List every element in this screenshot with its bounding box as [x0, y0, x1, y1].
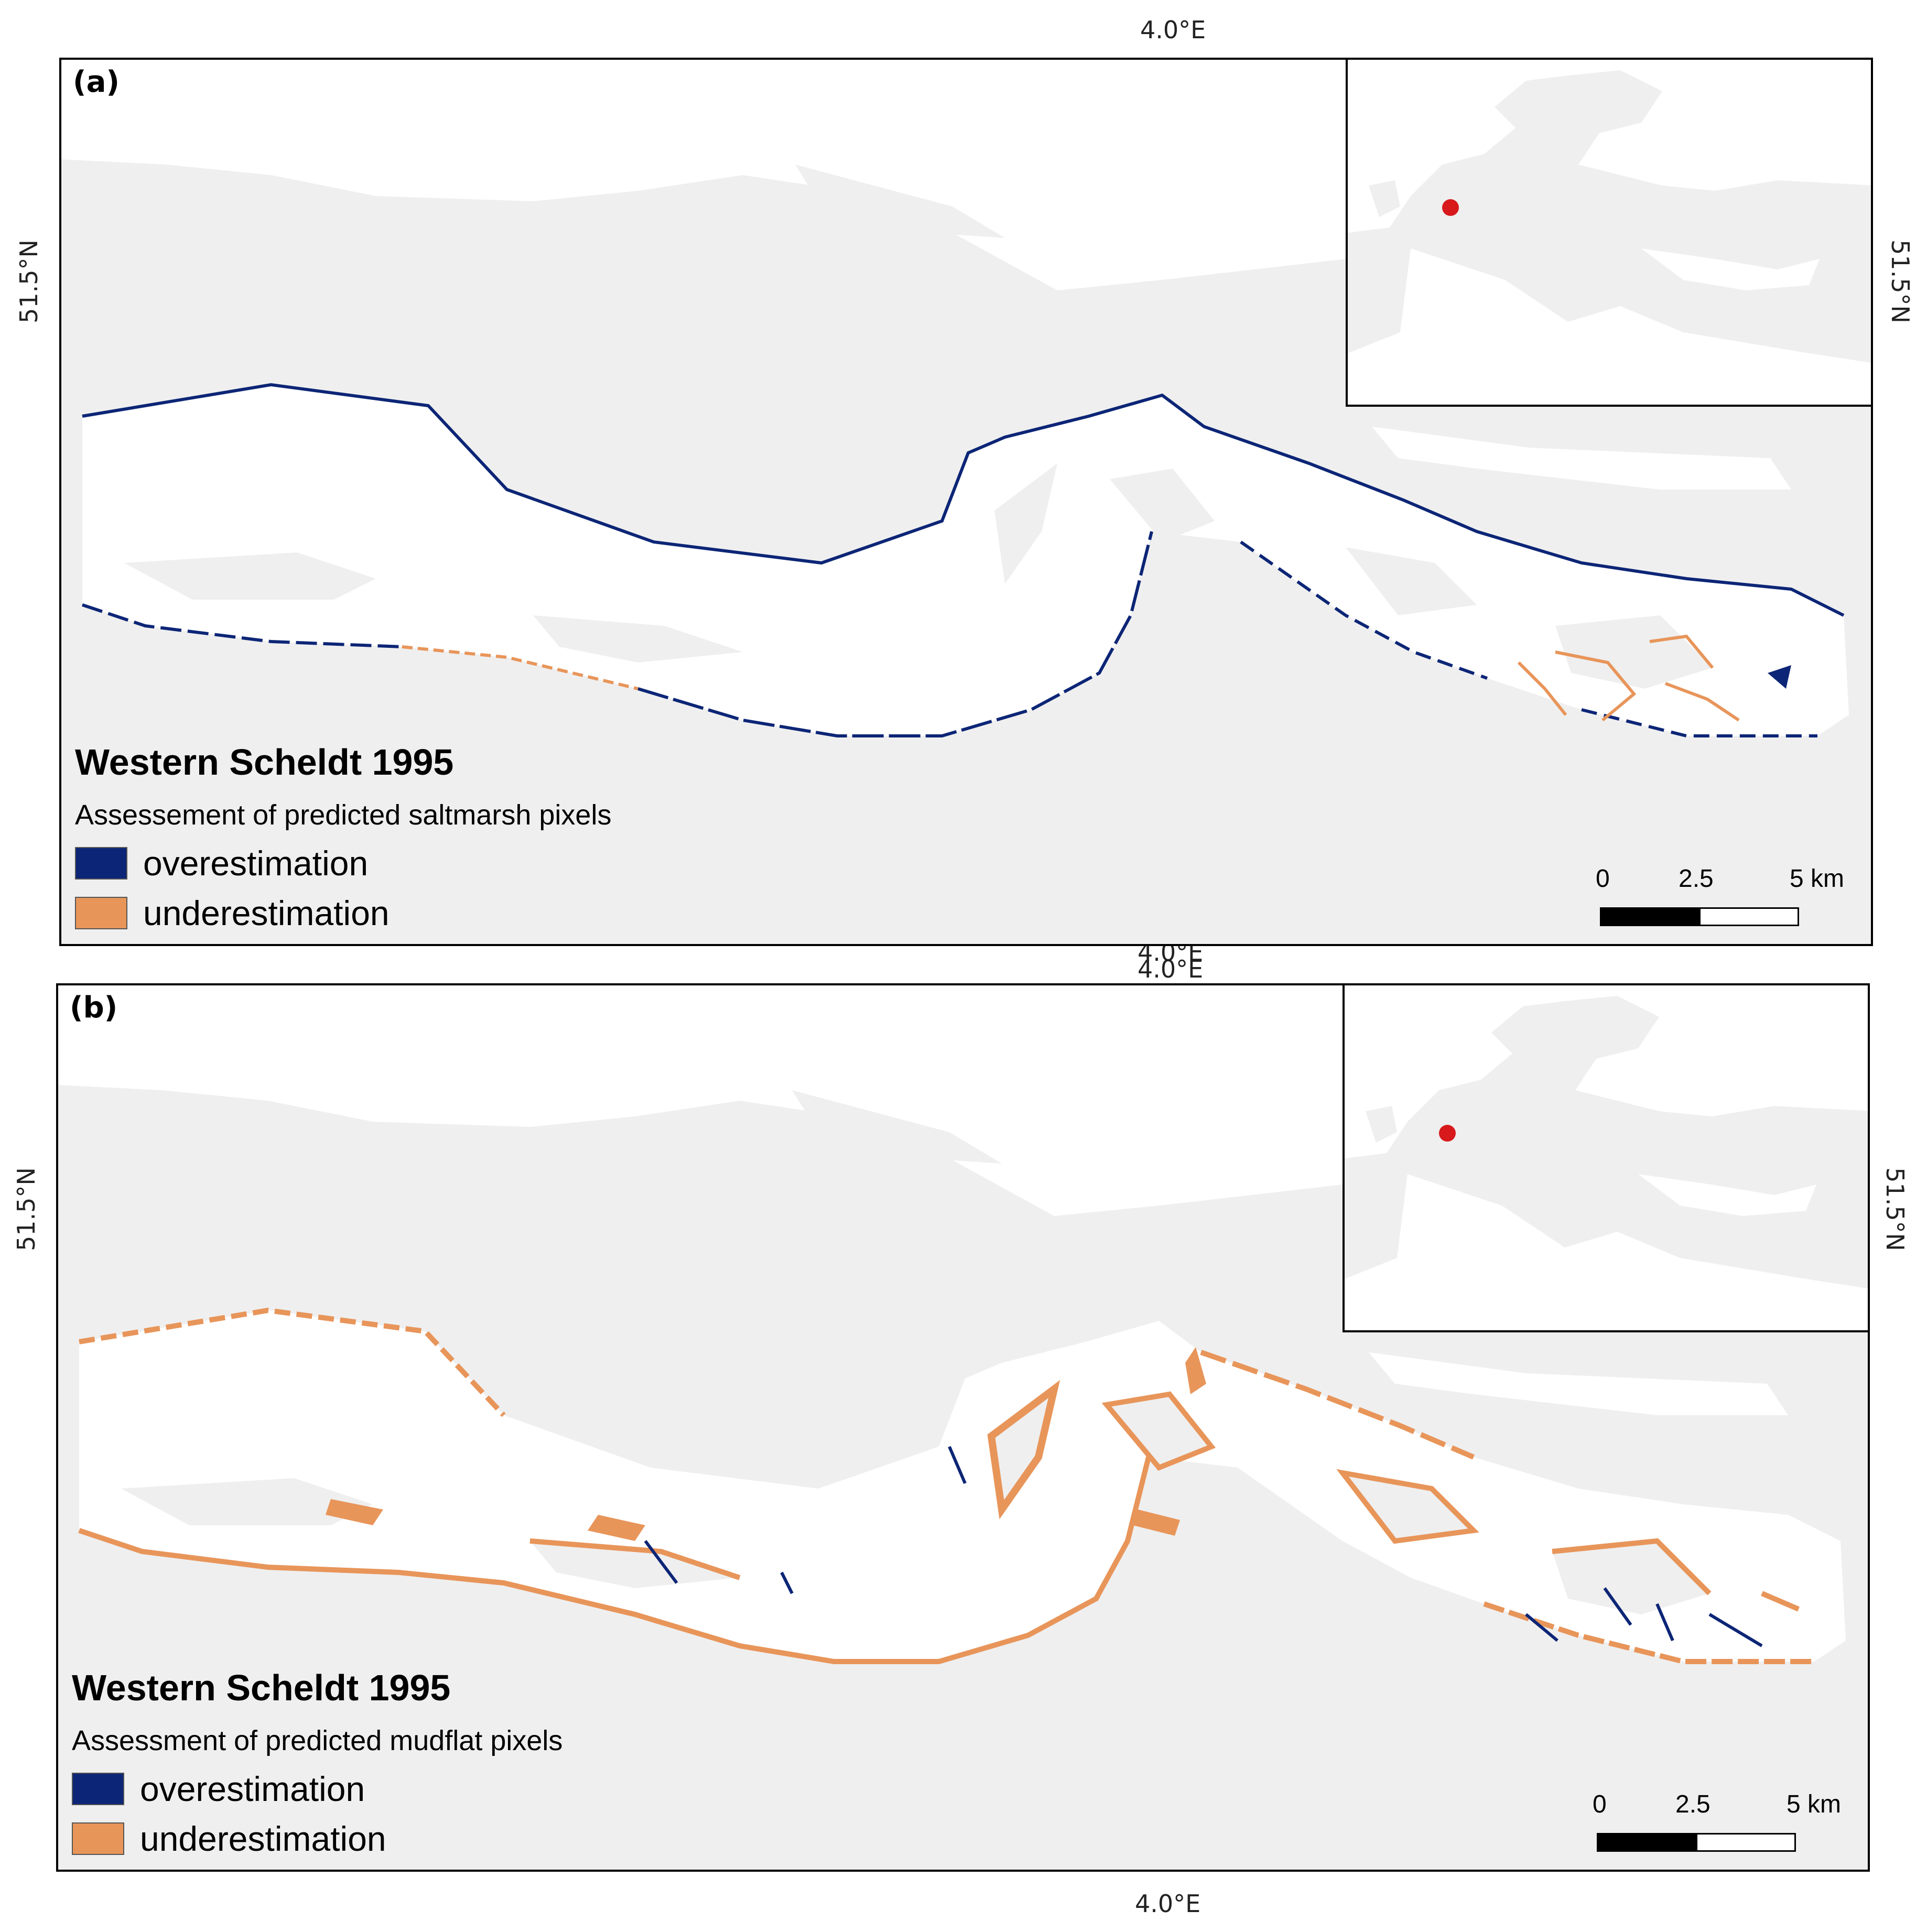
map-panel-a: (a) Western Scheldt 1995 Assessement of …	[59, 58, 1873, 946]
legend-title-b: Western Scheldt 1995	[72, 1667, 451, 1708]
top-lon-label-b: 4.0°E	[1138, 955, 1204, 983]
swatch-overestimation-a	[75, 847, 127, 880]
locator-inset-a	[1346, 60, 1871, 407]
scale-bar-white-a	[1699, 907, 1799, 926]
swatch-underestimation-b	[72, 1822, 124, 1855]
scale-tick-5km-a: 5 km	[1790, 865, 1845, 893]
legend-label-underestimation-a: underestimation	[143, 894, 389, 932]
panel-label-b: (b)	[70, 991, 118, 1025]
right-lat-label-b: 51.5°N	[1880, 1167, 1909, 1251]
top-lon-label-a: 4.0°E	[1140, 16, 1206, 44]
locator-inset-b	[1343, 985, 1868, 1332]
scale-tick-0-a: 0	[1596, 865, 1610, 893]
legend-subtitle-b: Assessment of predicted mudflat pixels	[72, 1725, 563, 1756]
legend-label-overestimation-b: overestimation	[140, 1770, 365, 1808]
scale-bar-b: 0 2.5 5 km	[1593, 1790, 1841, 1853]
panel-label-a: (a)	[73, 65, 120, 99]
legend-title-a: Western Scheldt 1995	[75, 742, 454, 783]
legend-item-overestimation-b: overestimation	[72, 1769, 365, 1809]
scale-bar-a: 0 2.5 5 km	[1596, 864, 1844, 927]
legend-subtitle-a: Assessement of predicted saltmarsh pixel…	[75, 799, 612, 831]
europe-locator-map-a	[1348, 60, 1871, 405]
legend-item-underestimation-a: underestimation	[75, 893, 389, 933]
scale-bar-black-b	[1597, 1833, 1697, 1852]
location-marker-a	[1442, 199, 1459, 216]
location-marker-b	[1439, 1125, 1456, 1142]
scale-bar-black-a	[1600, 907, 1701, 926]
right-lat-label-a: 51.5°N	[1886, 240, 1914, 323]
left-lat-label-b: 51.5°N	[12, 1167, 40, 1251]
swatch-underestimation-a	[75, 897, 127, 929]
scale-tick-0-b: 0	[1593, 1790, 1607, 1818]
swatch-overestimation-b	[72, 1773, 124, 1805]
scale-bar-white-b	[1696, 1833, 1796, 1852]
map-panel-b: (b) Western Scheldt 1995 Assessment of p…	[56, 983, 1870, 1872]
legend-item-underestimation-b: underestimation	[72, 1819, 386, 1859]
scale-tick-2-5-b: 2.5	[1675, 1790, 1711, 1818]
europe-locator-map-b	[1345, 985, 1868, 1330]
bottom-lon-label-b: 4.0°E	[1135, 1890, 1201, 1918]
left-lat-label-a: 51.5°N	[14, 240, 43, 323]
scale-tick-2-5-a: 2.5	[1679, 865, 1714, 893]
legend-label-underestimation-b: underestimation	[140, 1819, 386, 1858]
scale-tick-5km-b: 5 km	[1787, 1790, 1842, 1818]
legend-label-overestimation-a: overestimation	[143, 844, 369, 883]
legend-item-overestimation-a: overestimation	[75, 843, 368, 883]
